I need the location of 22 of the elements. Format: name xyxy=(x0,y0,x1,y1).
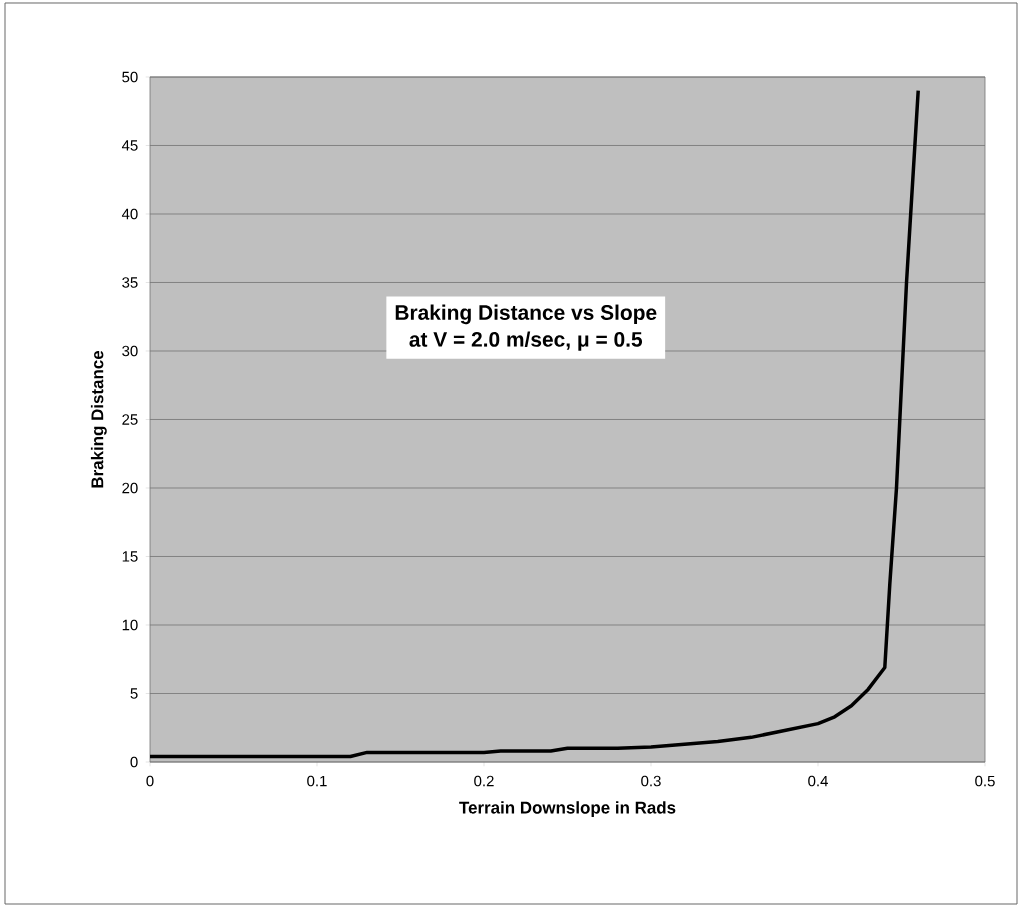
x-tick-label: 0 xyxy=(146,775,154,787)
y-tick-label: 15 xyxy=(122,551,138,562)
x-tick-label: 0.2 xyxy=(474,775,494,787)
y-tick-label: 20 xyxy=(122,482,138,494)
y-tick-label: 30 xyxy=(122,345,138,357)
y-tick-label: 5 xyxy=(130,688,138,699)
y-tick-label: 25 xyxy=(122,414,138,425)
y-tick-label: 50 xyxy=(122,71,138,83)
text: Braking Distance vs Slope xyxy=(395,304,657,325)
y-tick-label: 40 xyxy=(121,208,138,220)
x-tick-label: 0.1 xyxy=(307,775,327,787)
line-series xyxy=(150,88,920,759)
y-tick-label: 10 xyxy=(122,619,138,631)
y-axis-title: Braking Distance xyxy=(90,350,107,488)
x-tick-label: 0.5 xyxy=(975,775,995,787)
x-tick-label: 0.3 xyxy=(641,775,661,787)
y-tick-label: 45 xyxy=(121,140,138,151)
x-axis-title: Terrain Downslope in Rads xyxy=(459,801,676,817)
y-tick-label: 35 xyxy=(122,277,138,288)
y-tick-label: 0 xyxy=(130,756,138,768)
text: at V = 2.0 m/sec, μ = 0.5 xyxy=(409,331,643,351)
x-tick-label: 0.4 xyxy=(808,775,828,787)
